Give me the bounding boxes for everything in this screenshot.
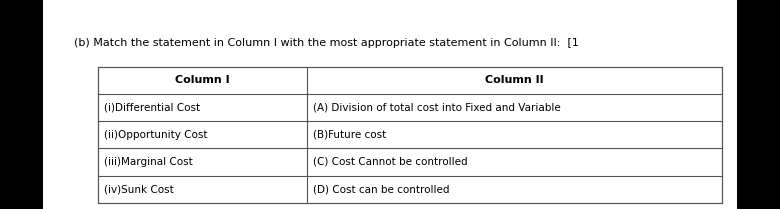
Text: (B)Future cost: (B)Future cost xyxy=(313,130,386,140)
Text: (C) Cost Cannot be controlled: (C) Cost Cannot be controlled xyxy=(313,157,467,167)
Bar xyxy=(98,67,722,203)
Bar xyxy=(0,0,43,209)
Text: (iv)Sunk Cost: (iv)Sunk Cost xyxy=(104,184,173,194)
Text: (A) Division of total cost into Fixed and Variable: (A) Division of total cost into Fixed an… xyxy=(313,103,561,113)
Text: (D) Cost can be controlled: (D) Cost can be controlled xyxy=(313,184,449,194)
Bar xyxy=(737,0,780,209)
Text: (ii)Opportunity Cost: (ii)Opportunity Cost xyxy=(104,130,207,140)
Text: (iii)Marginal Cost: (iii)Marginal Cost xyxy=(104,157,193,167)
Text: Column II: Column II xyxy=(484,75,544,85)
Text: Column I: Column I xyxy=(175,75,229,85)
Text: (b) Match the statement in Column I with the most appropriate statement in Colum: (b) Match the statement in Column I with… xyxy=(74,38,579,48)
Text: (i)Differential Cost: (i)Differential Cost xyxy=(104,103,200,113)
